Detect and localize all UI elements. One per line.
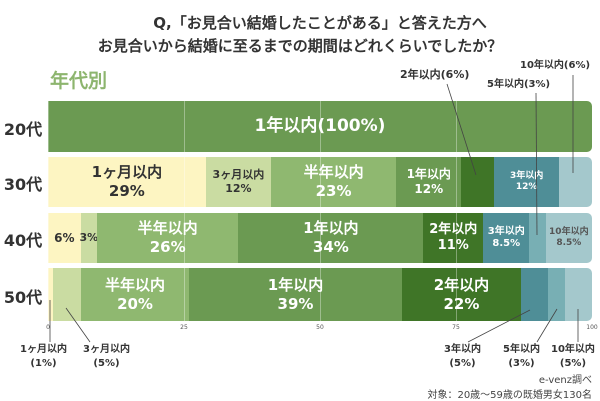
bar-segment: 3年以内 8.5% — [483, 213, 530, 263]
segment-value: 12% — [225, 182, 252, 195]
category-label: 30代 — [3, 175, 43, 194]
bar-segment — [48, 268, 54, 321]
segment-label: 3年以内 — [487, 225, 525, 237]
callout-bottom-10y: 10年以内 (5%) — [551, 343, 595, 370]
segment-value: 8.5% — [492, 238, 521, 249]
callout-bottom-3m: 3ヶ月以内 (5%) — [83, 343, 130, 370]
bar-segment: 1年以内 39% — [189, 268, 402, 321]
segment-label: 1年以内 — [303, 219, 359, 238]
bar-segment — [53, 268, 81, 321]
bar-segment — [461, 157, 495, 207]
gridline — [48, 101, 49, 321]
chart-subtitle: 年代別 — [50, 70, 108, 92]
segment-value: 12% — [515, 182, 538, 192]
x-tick-label: 0 — [46, 324, 50, 331]
segment-value: 22% — [443, 294, 480, 313]
bar-segment: 2年以内 22% — [401, 268, 522, 321]
callout-line-b-3y — [467, 309, 531, 343]
segment-label: 1年以内 — [267, 275, 324, 294]
callout-value: (1%) — [30, 357, 57, 369]
segment-label: 2年以内 — [429, 221, 478, 237]
bar-segment: 半年以内 26% — [96, 213, 239, 263]
segment-label: 半年以内 — [137, 219, 198, 238]
bar-segment: 3ヶ月以内 12% — [205, 157, 272, 207]
bar-segment: 1年以内 34% — [238, 213, 424, 263]
callout-bottom-3y: 3年以内 (5%) — [444, 343, 481, 370]
segment-value: 12% — [414, 182, 444, 196]
segment-label: 3年以内 — [510, 170, 544, 181]
bar-segment: 1年以内(100%) — [48, 101, 592, 152]
chart-title-line1: Q,「お見合い結婚したことがある」と答えた方へ — [153, 14, 487, 32]
callout-bottom-5y: 5年以内 (3%) — [503, 343, 540, 370]
segment-value: 26% — [149, 238, 186, 256]
segment-label: 1年以内 — [406, 167, 451, 181]
bar-segment: 1ヶ月以内 29% — [48, 157, 206, 207]
gridline — [320, 101, 321, 321]
source-label: e-venz調べ — [538, 375, 592, 386]
callout-line-b-5y — [536, 308, 558, 343]
callout-10y: 10年以内(6%) — [520, 60, 591, 71]
segment-label: 3ヶ月以内 — [212, 168, 265, 182]
bar-segment: 半年以内 23% — [271, 157, 397, 207]
bar-segment: 半年以内 20% — [80, 268, 190, 321]
category-label: 20代 — [3, 119, 43, 139]
x-tick-label: 50 — [316, 324, 324, 331]
bar-segment: 3年以内 12% — [494, 157, 560, 207]
callout-label: 5年以内 — [503, 344, 540, 355]
segment-value: 23% — [315, 182, 352, 200]
category-label: 50代 — [3, 287, 43, 307]
segment-label: 10年以内 — [549, 226, 589, 237]
segment-value: 11% — [437, 238, 469, 253]
chart-title-line2: お見合いから結婚に至るまでの期間はどれくらいでしたか？ — [97, 37, 503, 55]
segment-value: 39% — [277, 294, 314, 313]
bar-segment: 3% — [79, 213, 99, 263]
callout-value: (5%) — [93, 357, 120, 369]
gridline — [592, 101, 593, 321]
segment-value: 8.5% — [556, 238, 582, 248]
segment-value: 29% — [108, 182, 145, 200]
bar-row-30代: 1ヶ月以内 29% 3ヶ月以内 12% 半年以内 23% 1年以内 12% 3年以内 12% — [48, 157, 592, 207]
callout-line-5y — [535, 92, 538, 236]
bar-segment — [548, 268, 565, 321]
segment-label: 3% — [79, 231, 99, 245]
x-tick-label: 100 — [586, 324, 598, 331]
gridline — [184, 101, 185, 321]
bar-segment: 2年以内 11% — [423, 213, 484, 263]
bar-row-40代: 6% 3% 半年以内 26% 1年以内 34% 2年以内 11% 3年以内 8.5% 10年以内 8.… — [48, 213, 592, 263]
x-tick-label: 25 — [180, 324, 188, 331]
gridline — [456, 101, 457, 321]
bar-segment: 6% — [48, 213, 81, 263]
callout-label: 1ヶ月以内 — [20, 344, 67, 355]
segment-label: 6% — [54, 230, 75, 245]
sample-note: 対象：20歳〜59歳の既婚男女130名 — [427, 390, 592, 401]
bar-row-20代: 1年以内(100%) — [48, 101, 592, 152]
segment-label: 1ヶ月以内 — [91, 163, 163, 182]
bar-segment — [529, 213, 546, 263]
callout-5y: 5年以内(3%) — [487, 79, 551, 90]
segment-value: 20% — [117, 294, 153, 313]
callout-value: (5%) — [559, 357, 587, 369]
callout-label: 3ヶ月以内 — [83, 344, 130, 355]
x-tick-label: 75 — [452, 324, 460, 331]
callout-line-2y — [446, 83, 477, 176]
segment-value: 34% — [312, 238, 349, 256]
segment-label: 1年以内(100%) — [254, 115, 386, 136]
category-label: 40代 — [3, 231, 43, 250]
segment-label: 2年以内 — [433, 275, 490, 294]
callout-value: (3%) — [508, 357, 535, 369]
callout-label: 3年以内 — [444, 344, 481, 355]
segment-label: 半年以内 — [303, 163, 364, 182]
callout-line-b-3m — [65, 307, 91, 343]
bar-segment: 1年以内 12% — [396, 157, 462, 207]
segment-label: 半年以内 — [105, 275, 166, 294]
bar-row-50代: 半年以内 20% 1年以内 39% 2年以内 22% — [48, 268, 592, 321]
callout-2y: 2年以内(6%) — [400, 68, 470, 81]
callout-label: 10年以内 — [551, 344, 595, 355]
bar-segment: 10年以内 8.5% — [545, 213, 592, 263]
bar-segment — [559, 157, 592, 207]
callout-bottom-1m: 1ヶ月以内 (1%) — [20, 343, 67, 370]
callout-value: (5%) — [449, 357, 476, 369]
